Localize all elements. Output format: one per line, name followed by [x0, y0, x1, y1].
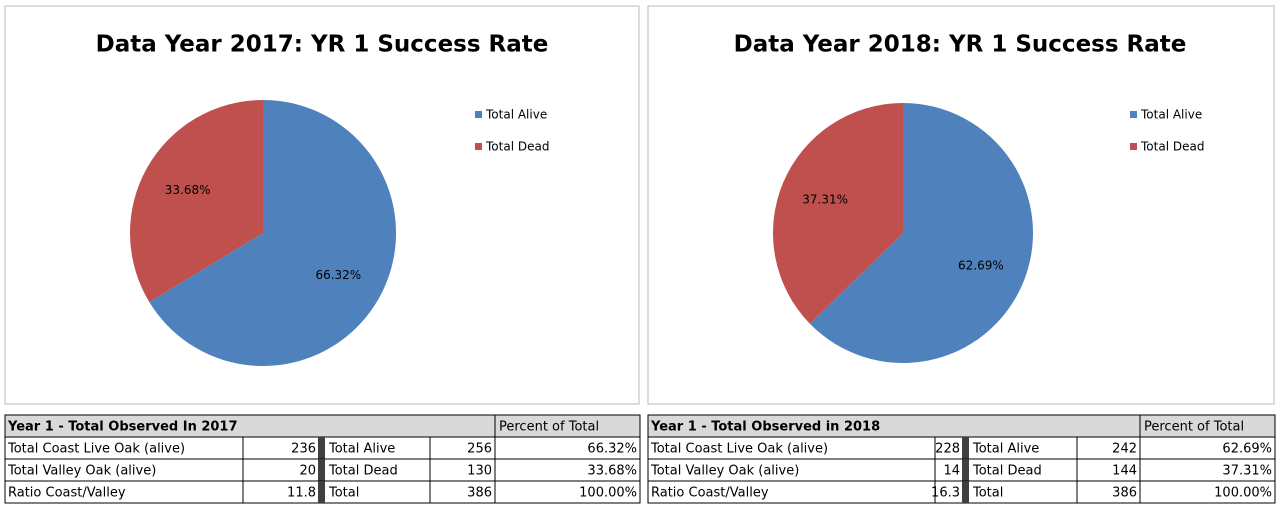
pie-slice: [130, 100, 263, 302]
legend-label: Total Dead: [485, 140, 549, 154]
table-row: [647, 480, 1276, 504]
separator: [318, 437, 325, 459]
pie-slice: [773, 103, 903, 324]
table-header-cell: Percent of Total: [499, 420, 599, 435]
table-cell: Total Valley Oak (alive): [7, 464, 156, 479]
table-cell: 62.69%: [1222, 442, 1272, 457]
table-title: Year 1 - Total Observed in 2018: [650, 420, 880, 435]
chart-title: Data Year 2017: YR 1 Success Rate: [96, 32, 549, 58]
legend-swatch: [475, 111, 482, 118]
separator: [962, 459, 969, 481]
table-cell: 386: [467, 486, 492, 501]
table-cell: 256: [467, 442, 492, 457]
legend-label: Total Dead: [1140, 140, 1204, 154]
pie-slice: [809, 103, 1033, 363]
table-cell: Total Coast Live Oak (alive): [650, 442, 828, 457]
legend-swatch: [1130, 143, 1137, 150]
legend-swatch: [1130, 111, 1137, 118]
data-label: 66.32%: [315, 268, 361, 282]
legend-label: Total Alive: [1140, 108, 1202, 122]
table-cell: Total Dead: [972, 464, 1042, 479]
table-cell: Total: [972, 486, 1003, 501]
table-cell: Total Alive: [972, 442, 1039, 457]
table-cell: 386: [1112, 486, 1137, 501]
table-cell: Total Valley Oak (alive): [650, 464, 799, 479]
chart-title: Data Year 2018: YR 1 Success Rate: [734, 32, 1187, 58]
table-cell: Total: [328, 486, 359, 501]
table-cell: Total Coast Live Oak (alive): [7, 442, 185, 457]
legend-swatch: [475, 143, 482, 150]
legend-label: Total Alive: [485, 108, 547, 122]
table-cell: 14: [943, 464, 960, 479]
table-cell: 33.68%: [587, 464, 637, 479]
table-cell: 228: [935, 442, 960, 457]
table-cell: 130: [467, 464, 492, 479]
table-cell: 100.00%: [579, 486, 637, 501]
table-cell: 37.31%: [1222, 464, 1272, 479]
table-cell: Total Alive: [328, 442, 395, 457]
separator: [962, 437, 969, 459]
separator: [962, 481, 969, 503]
data-label: 37.31%: [802, 193, 848, 207]
pie-slice: [149, 100, 397, 366]
separator: [318, 459, 325, 481]
table-cell: Ratio Coast/Valley: [651, 486, 769, 501]
table-cell: Ratio Coast/Valley: [8, 486, 126, 501]
data-label: 62.69%: [958, 258, 1004, 272]
table-header-cell: Percent of Total: [1144, 420, 1244, 435]
table-cell: 16.3: [931, 486, 960, 501]
table-title: Year 1 - Total Observed In 2017: [7, 420, 238, 435]
separator: [318, 481, 325, 503]
table-cell: 144: [1112, 464, 1137, 479]
table-cell: 20: [299, 464, 316, 479]
table-cell: 11.8: [287, 486, 316, 501]
table-cell: Total Dead: [328, 464, 398, 479]
table-cell: 236: [291, 442, 316, 457]
table-cell: 66.32%: [587, 442, 637, 457]
data-label: 33.68%: [165, 183, 211, 197]
table-cell: 242: [1112, 442, 1137, 457]
table-cell: 100.00%: [1214, 486, 1272, 501]
